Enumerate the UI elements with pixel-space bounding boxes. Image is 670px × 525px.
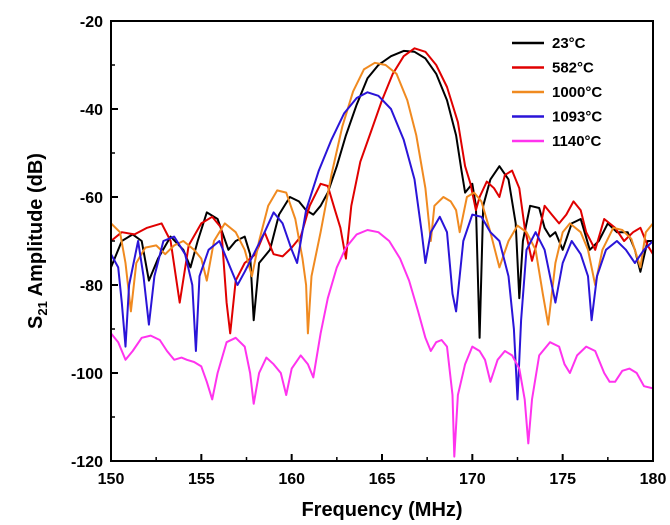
series-line-0 xyxy=(110,49,653,339)
y-axis-title-main: S xyxy=(25,316,47,329)
x-tick-label: 150 xyxy=(98,471,125,488)
legend-label: 1140°C xyxy=(552,133,602,150)
y-tick-label: -80 xyxy=(80,278,103,295)
legend: 23°C 582°C 1000°C 1093°C 1140°C xyxy=(512,35,602,150)
series-layer xyxy=(110,47,654,458)
x-tick-label: 170 xyxy=(459,471,486,488)
x-tick-label: 160 xyxy=(278,471,305,488)
legend-label: 582°C xyxy=(552,60,594,77)
y-tick-label: -60 xyxy=(80,190,103,207)
series-line-4 xyxy=(110,229,654,458)
y-tick-label: -40 xyxy=(80,102,103,119)
legend-label: 23°C xyxy=(552,35,586,52)
x-tick-label: 180 xyxy=(640,471,667,488)
y-tick-label: -20 xyxy=(80,14,103,31)
legend-label: 1093°C xyxy=(552,109,602,126)
x-tick-label: 165 xyxy=(369,471,396,488)
x-tick-label: 155 xyxy=(188,471,215,488)
x-axis-title: Frequency (MHz) xyxy=(301,499,462,521)
y-axis-title-rest: Amplitude (dB) xyxy=(25,153,47,301)
axes-layer: 150 155 160 165 170 175 180 -120 -100 -80 -60 -40 -2… xyxy=(71,14,666,488)
y-axis-title-subscript: 21 xyxy=(35,301,50,315)
x-tick-label: 175 xyxy=(549,471,576,488)
series-line-1 xyxy=(110,47,654,335)
y-tick-label: -100 xyxy=(71,366,103,383)
series-line-3 xyxy=(110,91,654,401)
y-axis-title: S21 Amplitude (dB) xyxy=(25,153,50,329)
legend-label: 1000°C xyxy=(552,84,602,101)
y-tick-label: -120 xyxy=(71,454,103,471)
series-line-2 xyxy=(110,61,654,335)
